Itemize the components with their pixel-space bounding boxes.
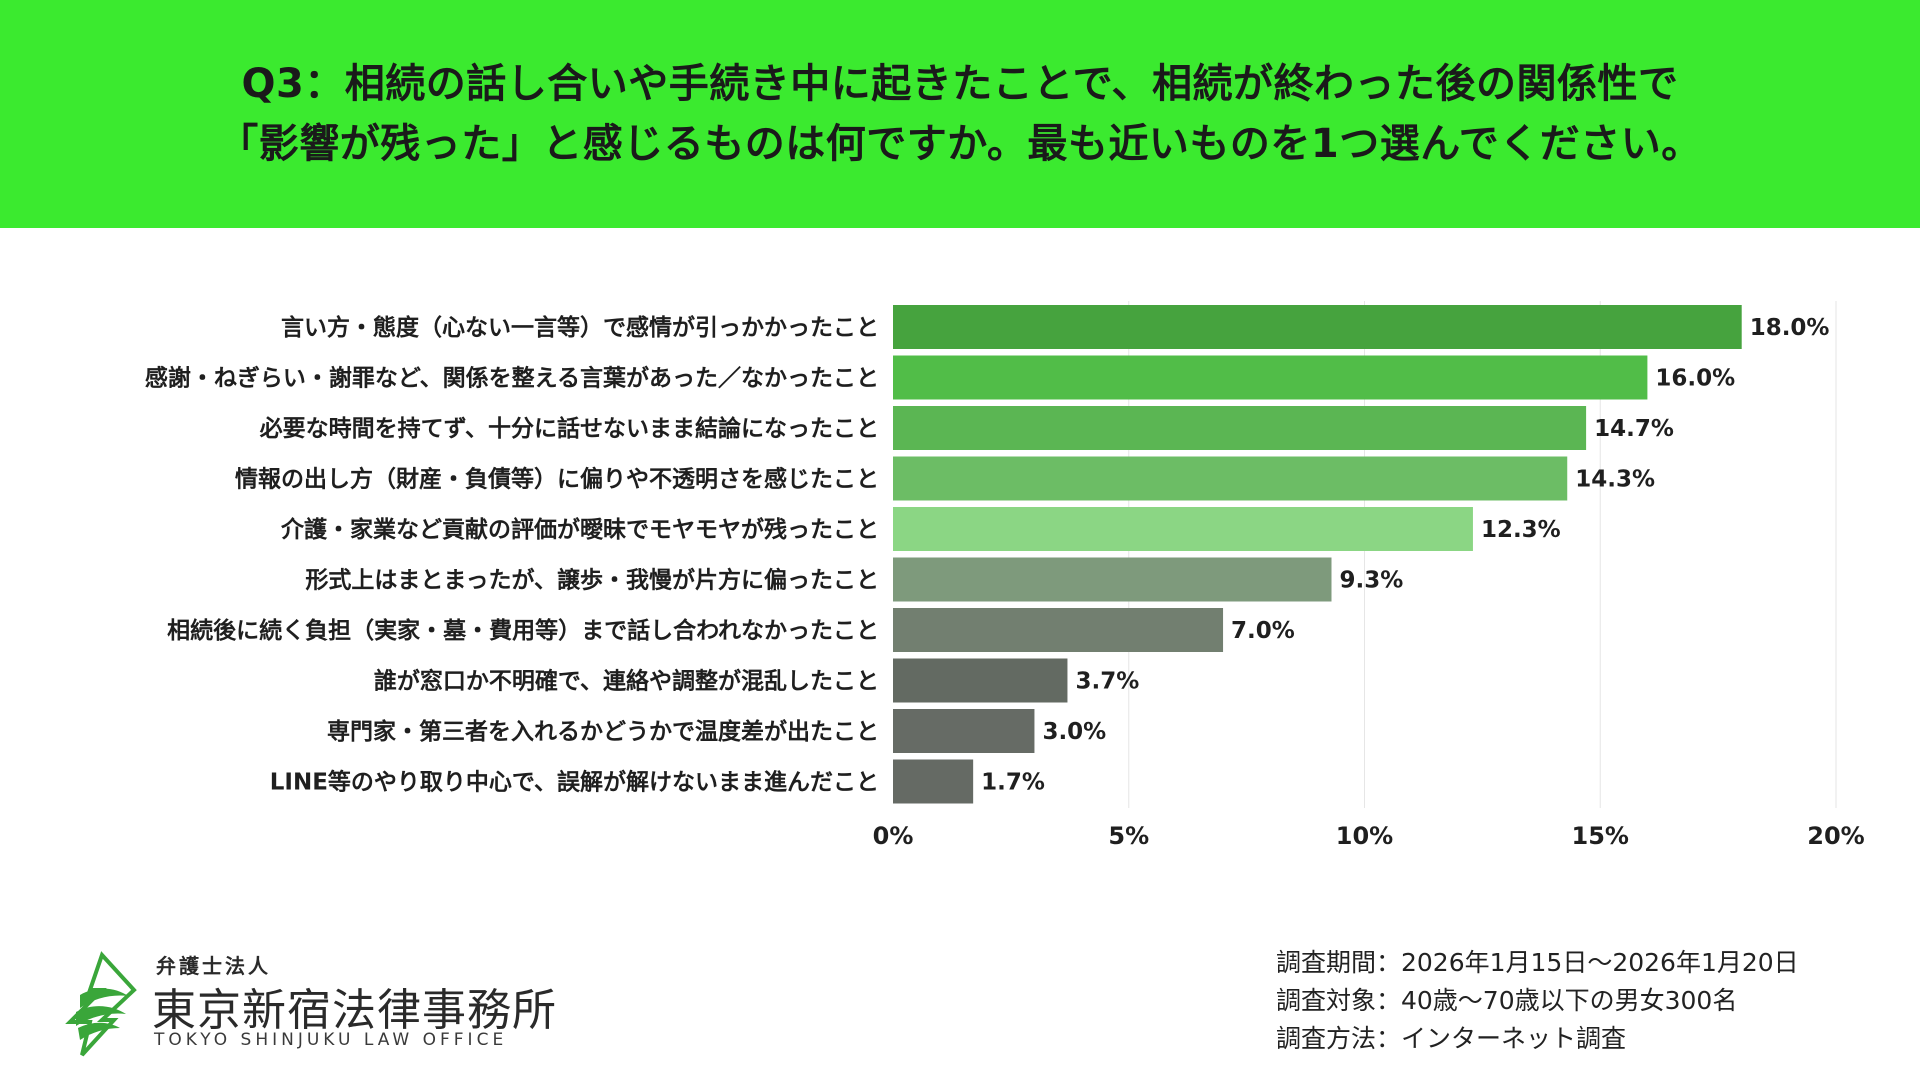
category-label-2: 感謝・ねぎらい・謝罪など、関係を整える言葉があった／なかったこと [145, 365, 879, 392]
category-label-1: 言い方・態度（心ない一言等）で感情が引っかかったこと [281, 314, 879, 341]
category-label-3: 必要な時間を持てず、十分に話せないまま結論になったこと [260, 415, 879, 442]
bar-4 [893, 456, 1568, 501]
logo-mark-icon [65, 951, 137, 1057]
bar-6 [893, 557, 1332, 602]
logo-name: 東京新宿法律事務所 [152, 985, 557, 1036]
x-tick-label-15: 15% [1572, 822, 1629, 850]
bar-chart: 言い方・態度（心ない一言等）で感情が引っかかったこと 18.0% 感謝・ねぎらい・謝… [145, 301, 1865, 850]
category-label-7: 相続後に続く負担（実家・墓・費用等）まで話し合われなかったこと [167, 617, 879, 644]
survey-info: 調査期間：2026年1月15日〜2026年1月20日 調査対象：40歳〜70歳以… [1276, 944, 1799, 1058]
x-tick-label-5: 5% [1108, 822, 1149, 850]
bar-8 [893, 658, 1068, 703]
bar-3 [893, 406, 1587, 450]
value-label-5: 12.3% [1481, 517, 1561, 543]
category-label-4: 情報の出し方（財産・負債等）に偏りや不透明さを感じたこと [235, 466, 879, 493]
bar-1 [893, 305, 1742, 349]
title-line-2: 「影響が残った」と感じるものは何ですか。最も近いものを1つ選んでください。 [218, 121, 1702, 167]
bar-9 [893, 709, 1035, 753]
value-label-7: 7.0% [1231, 618, 1295, 644]
bar-10 [893, 759, 974, 804]
category-label-6: 形式上はまとまったが、譲歩・我慢が片方に偏ったこと [305, 567, 879, 594]
value-label-2: 16.0% [1655, 366, 1735, 392]
category-label-5: 介護・家業など貢献の評価が曖昧でモヤモヤが残ったこと [280, 516, 879, 543]
survey-method: 調査方法：インターネット調査 [1276, 1024, 1627, 1053]
value-label-6: 9.3% [1339, 568, 1403, 594]
x-tick-label-10: 10% [1336, 822, 1393, 850]
bar-5 [893, 507, 1473, 551]
survey-target: 調査対象：40歳〜70歳以下の男女300名 [1276, 986, 1738, 1015]
logo-subtitle: 弁護士法人 [156, 954, 271, 978]
logo-english-name: TOKYO SHINJUKU LAW OFFICE [154, 1030, 508, 1050]
title-banner: Q3：相続の話し合いや手続き中に起きたことで、相続が終わった後の関係性で 「影響… [0, 0, 1920, 228]
x-tick-label-0: 0% [873, 822, 914, 850]
bar-2 [893, 355, 1648, 400]
value-label-3: 14.7% [1594, 416, 1674, 442]
value-label-1: 18.0% [1750, 315, 1830, 341]
value-label-4: 14.3% [1575, 467, 1655, 493]
value-label-8: 3.7% [1075, 669, 1139, 695]
bar-7 [893, 608, 1224, 652]
category-label-9: 専門家・第三者を入れるかどうかで温度差が出たこと [327, 718, 879, 745]
value-label-10: 1.7% [981, 770, 1045, 796]
x-tick-label-20: 20% [1807, 822, 1864, 850]
survey-period: 調査期間：2026年1月15日〜2026年1月20日 [1276, 948, 1799, 977]
category-label-8: 誰が窓口か不明確で、連絡や調整が混乱したこと [374, 668, 879, 695]
firm-logo: 弁護士法人 東京新宿法律事務所 TOKYO SHINJUKU LAW OFFIC… [62, 950, 556, 1060]
title-line-1: Q3：相続の話し合いや手続き中に起きたことで、相続が終わった後の関係性で [241, 61, 1679, 107]
category-label-10: LINE等のやり取り中心で、誤解が解けないまま進んだこと [270, 769, 879, 796]
value-label-9: 3.0% [1042, 719, 1106, 745]
